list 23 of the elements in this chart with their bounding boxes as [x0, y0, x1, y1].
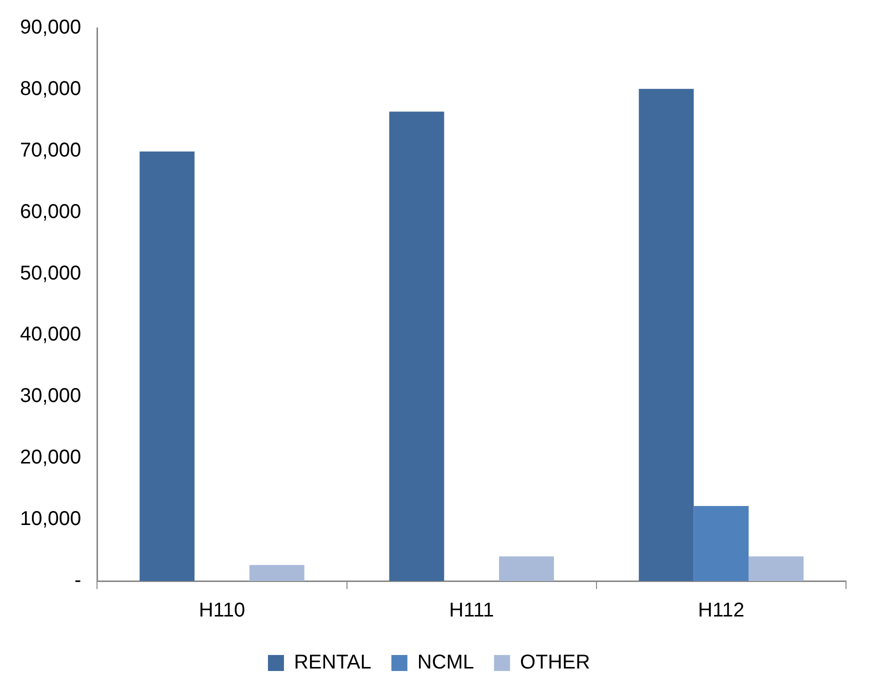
- legend-label: NCML: [417, 652, 474, 674]
- y-tick-label: 30,000: [20, 385, 82, 408]
- y-tick-label: 10,000: [20, 508, 82, 530]
- x-tick-label: H111: [449, 600, 494, 622]
- bar: [140, 152, 195, 581]
- y-tick-label: 60,000: [20, 200, 82, 223]
- bar: [694, 506, 749, 581]
- y-tick-label: 80,000: [20, 78, 82, 100]
- y-tick-label: 90,000: [20, 16, 82, 39]
- bar: [249, 565, 304, 581]
- y-tick-label: 50,000: [20, 262, 82, 284]
- bar: [638, 88, 694, 581]
- y-tick-label: -: [74, 570, 82, 592]
- legend-label: RENTAL: [294, 652, 372, 674]
- bar: [748, 556, 804, 581]
- legend-label: OTHER: [520, 652, 590, 674]
- y-tick-label: 40,000: [20, 324, 82, 346]
- y-tick-label: 70,000: [20, 139, 82, 162]
- x-tick-label: H112: [698, 600, 744, 622]
- y-tick-label: 20,000: [20, 446, 82, 469]
- bar: [389, 112, 444, 581]
- x-tick-label: H110: [198, 600, 246, 622]
- bar: [499, 556, 554, 581]
